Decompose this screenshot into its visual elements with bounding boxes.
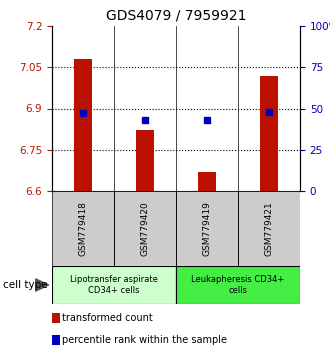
- Bar: [74, 59, 92, 191]
- Text: transformed count: transformed count: [62, 313, 153, 323]
- Bar: [260, 75, 278, 191]
- Title: GDS4079 / 7959921: GDS4079 / 7959921: [106, 8, 246, 22]
- Text: GSM779420: GSM779420: [141, 201, 149, 256]
- Bar: [176, 191, 238, 266]
- Bar: [136, 131, 154, 191]
- Text: cell type: cell type: [3, 280, 48, 290]
- Text: Lipotransfer aspirate
CD34+ cells: Lipotransfer aspirate CD34+ cells: [70, 275, 158, 295]
- Text: Leukapheresis CD34+
cells: Leukapheresis CD34+ cells: [191, 275, 284, 295]
- Bar: [176, 266, 300, 304]
- Text: percentile rank within the sample: percentile rank within the sample: [62, 335, 227, 345]
- Text: GSM779421: GSM779421: [265, 201, 274, 256]
- Bar: [114, 191, 176, 266]
- Bar: [52, 266, 176, 304]
- Bar: [52, 191, 114, 266]
- Bar: [238, 191, 300, 266]
- Text: GSM779418: GSM779418: [79, 201, 87, 256]
- Text: GSM779419: GSM779419: [203, 201, 212, 256]
- Polygon shape: [36, 279, 49, 291]
- Bar: [198, 172, 216, 191]
